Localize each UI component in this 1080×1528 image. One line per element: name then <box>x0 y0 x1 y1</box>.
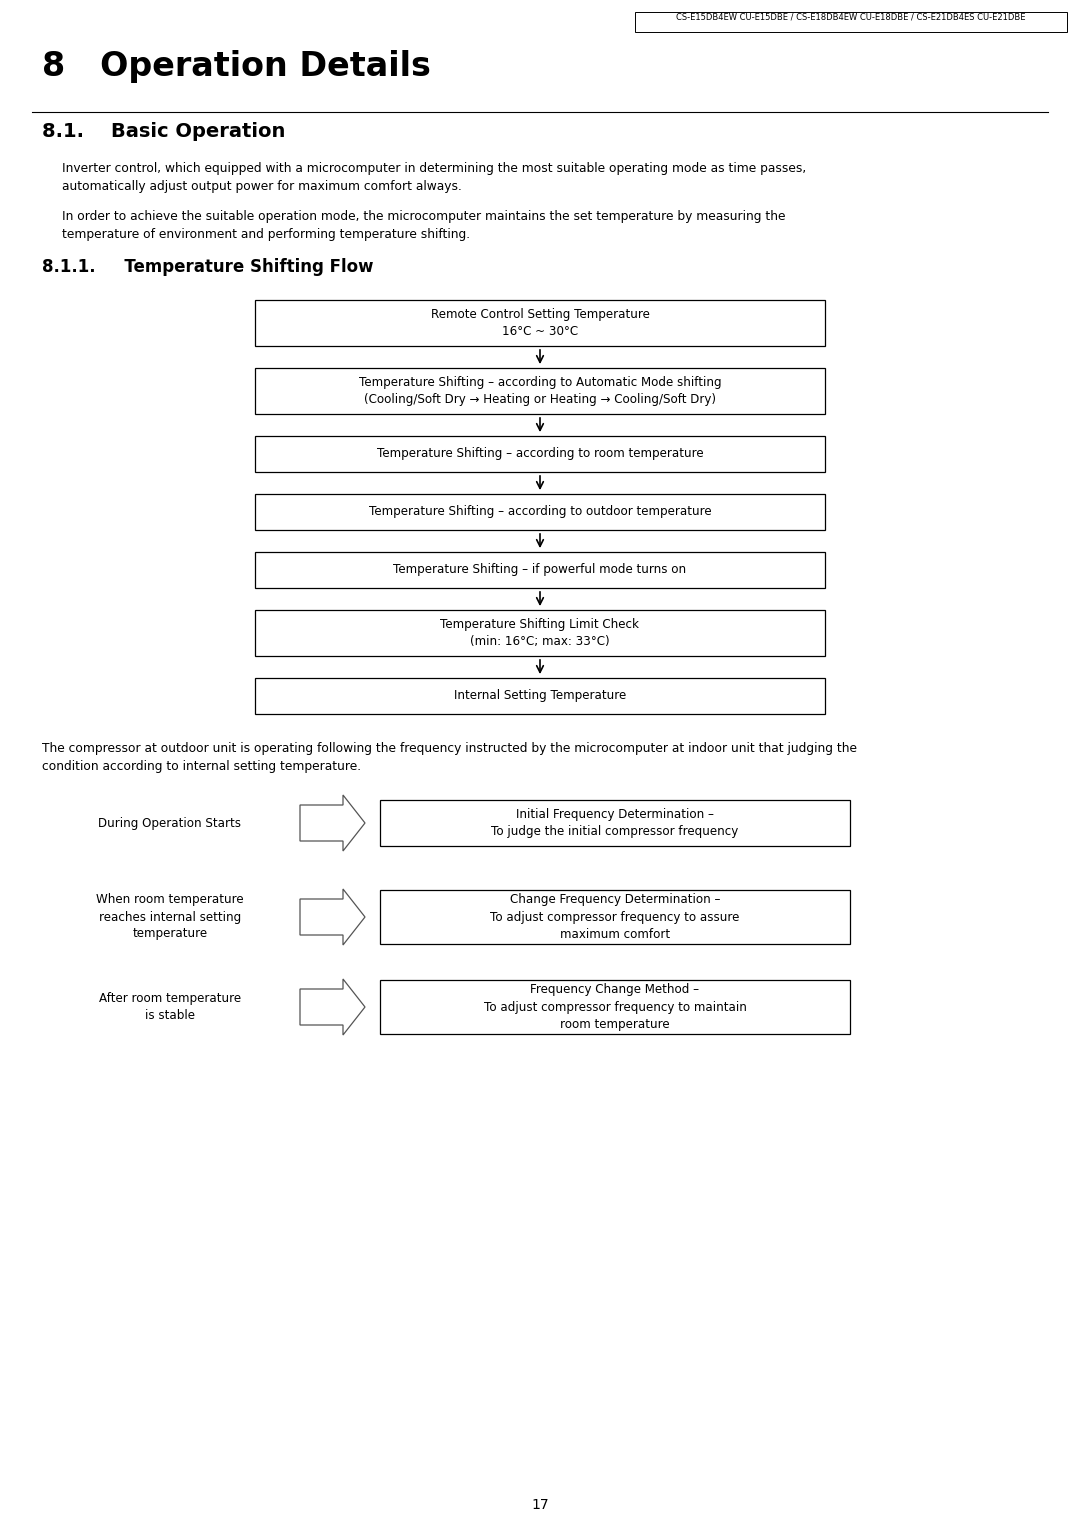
Text: Temperature Shifting – if powerful mode turns on: Temperature Shifting – if powerful mode … <box>393 564 687 576</box>
FancyBboxPatch shape <box>255 610 825 656</box>
Text: Change Frequency Determination –
To adjust compressor frequency to assure
maximu: Change Frequency Determination – To adju… <box>490 892 740 941</box>
FancyBboxPatch shape <box>255 494 825 530</box>
Text: 8   Operation Details: 8 Operation Details <box>42 50 431 83</box>
Text: Remote Control Setting Temperature
16°C ~ 30°C: Remote Control Setting Temperature 16°C … <box>431 307 649 338</box>
Text: Inverter control, which equipped with a microcomputer in determining the most su: Inverter control, which equipped with a … <box>62 162 807 176</box>
Text: automatically adjust output power for maximum comfort always.: automatically adjust output power for ma… <box>62 180 462 193</box>
Text: The compressor at outdoor unit is operating following the frequency instructed b: The compressor at outdoor unit is operat… <box>42 743 858 755</box>
Text: 8.1.1.     Temperature Shifting Flow: 8.1.1. Temperature Shifting Flow <box>42 258 374 277</box>
FancyBboxPatch shape <box>380 979 850 1034</box>
Text: Temperature Shifting – according to outdoor temperature: Temperature Shifting – according to outd… <box>368 506 712 518</box>
Text: Initial Frequency Determination –
To judge the initial compressor frequency: Initial Frequency Determination – To jud… <box>491 808 739 839</box>
Text: After room temperature
is stable: After room temperature is stable <box>99 992 241 1022</box>
Polygon shape <box>300 889 365 944</box>
FancyBboxPatch shape <box>255 435 825 472</box>
FancyBboxPatch shape <box>635 12 1067 32</box>
FancyBboxPatch shape <box>255 552 825 588</box>
Text: Temperature Shifting – according to room temperature: Temperature Shifting – according to room… <box>377 448 703 460</box>
Text: When room temperature
reaches internal setting
temperature: When room temperature reaches internal s… <box>96 894 244 941</box>
FancyBboxPatch shape <box>255 368 825 414</box>
Text: Internal Setting Temperature: Internal Setting Temperature <box>454 689 626 703</box>
Text: In order to achieve the suitable operation mode, the microcomputer maintains the: In order to achieve the suitable operati… <box>62 209 785 223</box>
Text: During Operation Starts: During Operation Starts <box>98 816 242 830</box>
Text: Temperature Shifting Limit Check
(min: 16°C; max: 33°C): Temperature Shifting Limit Check (min: 1… <box>441 617 639 648</box>
Text: condition according to internal setting temperature.: condition according to internal setting … <box>42 759 361 773</box>
Text: Temperature Shifting – according to Automatic Mode shifting
(Cooling/Soft Dry → : Temperature Shifting – according to Auto… <box>359 376 721 406</box>
FancyBboxPatch shape <box>380 801 850 847</box>
FancyBboxPatch shape <box>255 678 825 714</box>
Text: Frequency Change Method –
To adjust compressor frequency to maintain
room temper: Frequency Change Method – To adjust comp… <box>484 983 746 1031</box>
Polygon shape <box>300 795 365 851</box>
FancyBboxPatch shape <box>255 299 825 345</box>
Text: temperature of environment and performing temperature shifting.: temperature of environment and performin… <box>62 228 470 241</box>
Text: CS-E15DB4EW CU-E15DBE / CS-E18DB4EW CU-E18DBE / CS-E21DB4ES CU-E21DBE: CS-E15DB4EW CU-E15DBE / CS-E18DB4EW CU-E… <box>676 14 1026 21</box>
Text: 8.1.    Basic Operation: 8.1. Basic Operation <box>42 122 285 141</box>
Polygon shape <box>300 979 365 1034</box>
Text: 17: 17 <box>531 1497 549 1513</box>
FancyBboxPatch shape <box>380 889 850 944</box>
